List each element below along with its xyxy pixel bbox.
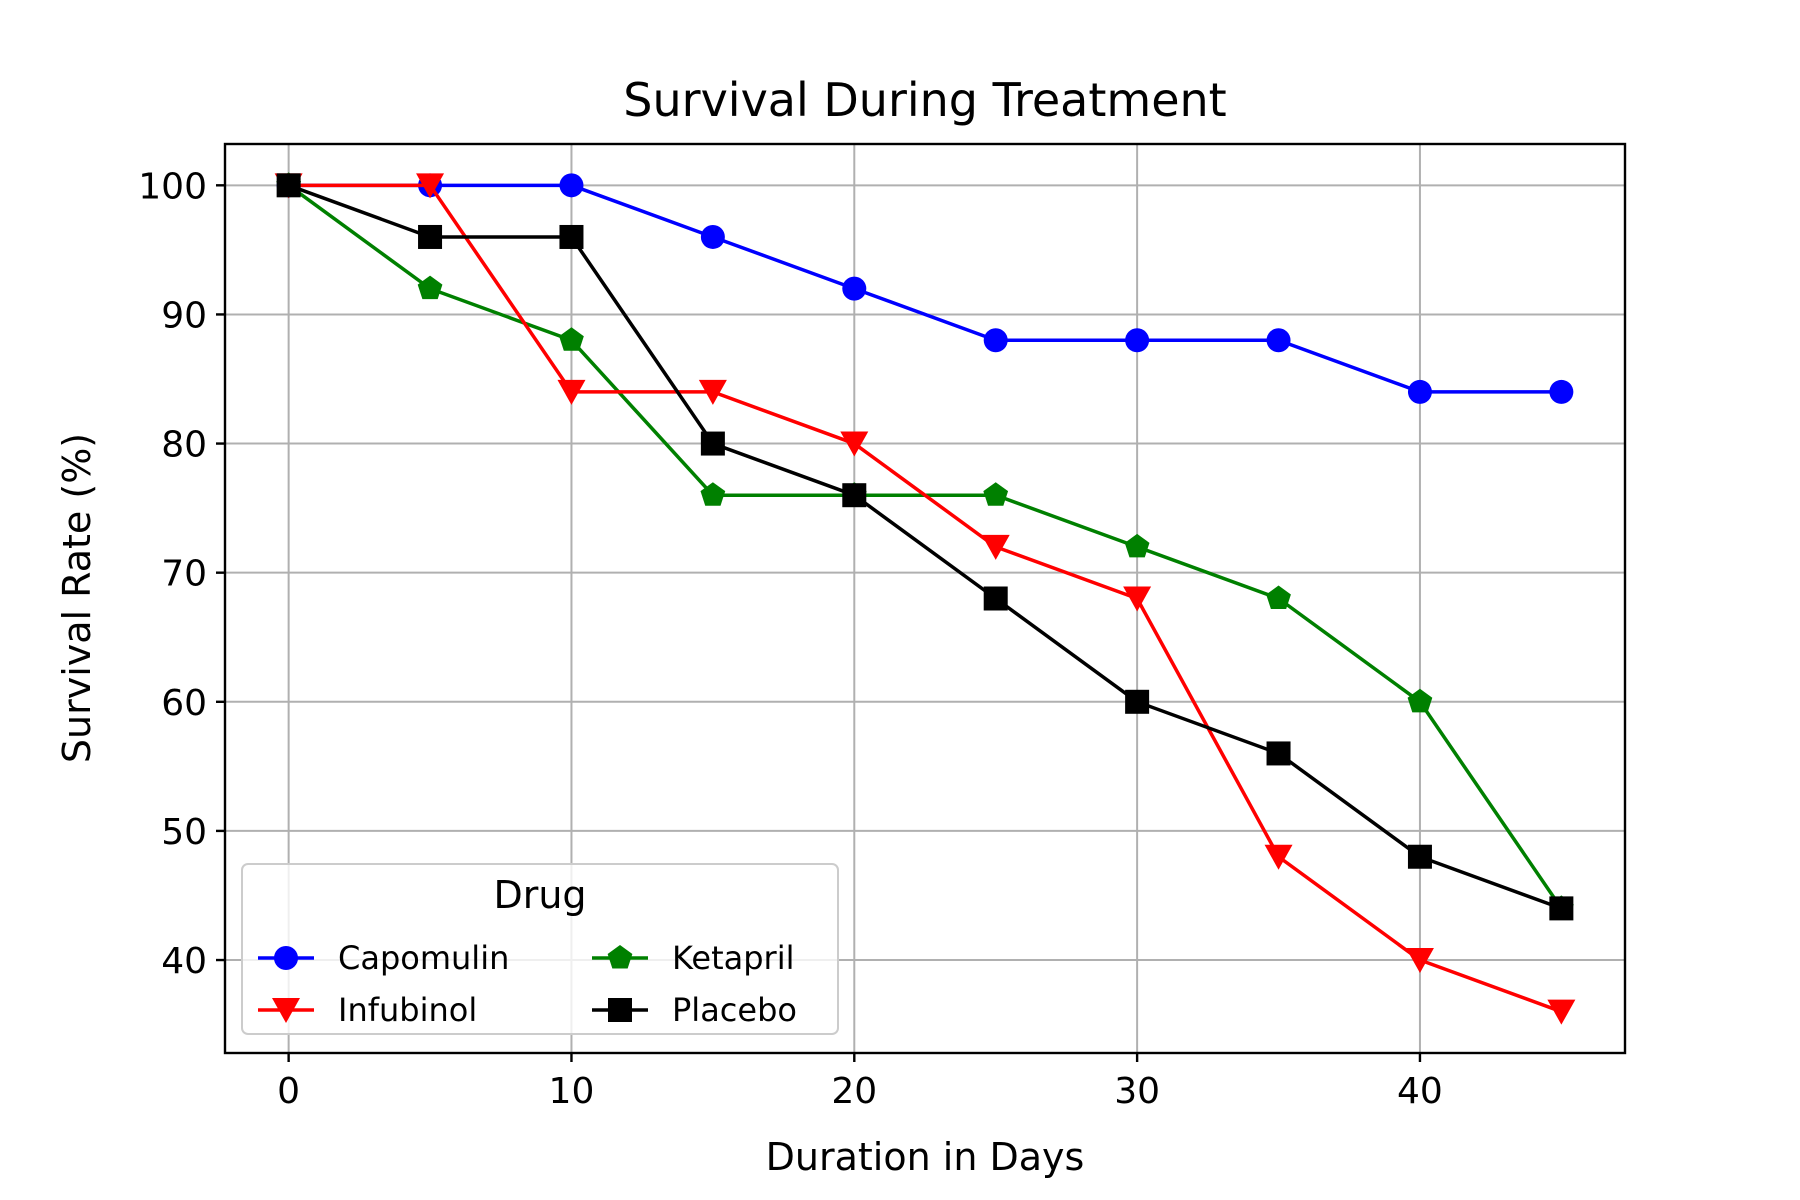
data-point-placebo (983, 586, 1008, 611)
data-point-ketapril (1407, 688, 1433, 713)
data-point-placebo (1407, 844, 1432, 869)
y-axis-label: Survival Rate (%) (55, 433, 99, 763)
data-point-ketapril (1124, 533, 1150, 558)
y-tick-label: 90 (161, 295, 207, 336)
x-tick-label: 10 (549, 1071, 595, 1112)
legend-entries: Capomulin Ketapril Infubinol Placebo (258, 939, 797, 1029)
legend-title: Drug (493, 873, 586, 917)
legend-label-ketapril: Ketapril (672, 939, 794, 977)
data-point-ketapril (700, 482, 726, 506)
series-placebo (276, 173, 1574, 921)
legend-entry-capomulin: Capomulin (258, 939, 509, 977)
data-point-ketapril (983, 482, 1009, 506)
data-point-infubinol (557, 379, 586, 405)
data-point-placebo (1125, 689, 1150, 714)
legend-label-capomulin: Capomulin (338, 939, 509, 977)
x-tick-label: 0 (277, 1071, 300, 1112)
x-tick-label: 40 (1397, 1071, 1443, 1112)
series-line-infubinol (288, 183, 1562, 1014)
x-tick-label: 20 (831, 1071, 877, 1112)
series-layer (274, 172, 1576, 1025)
data-point-infubinol (1547, 999, 1576, 1025)
data-point-capomulin (700, 224, 725, 249)
data-point-capomulin (1125, 328, 1150, 353)
y-tick-label: 80 (161, 425, 207, 466)
legend: Drug Capomulin Ketapril Infubinol Placebo (241, 863, 839, 1035)
legend-entry-infubinol: Infubinol (258, 991, 477, 1029)
plot-area-frame (223, 142, 1627, 1055)
data-point-capomulin (1549, 379, 1574, 404)
y-tick-label: 40 (161, 941, 207, 982)
legend-label-infubinol: Infubinol (338, 991, 477, 1029)
data-point-ketapril (417, 275, 443, 300)
x-axis-label: Duration in Days (766, 1135, 1085, 1179)
data-point-placebo (700, 431, 725, 456)
data-point-placebo (559, 224, 584, 249)
data-point-capomulin (983, 328, 1008, 353)
data-point-placebo (276, 173, 301, 198)
data-point-infubinol (698, 379, 727, 405)
legend-marker-infubinol (272, 998, 300, 1023)
data-point-infubinol (416, 173, 445, 199)
data-point-placebo (418, 224, 443, 249)
data-point-placebo (842, 483, 867, 508)
y-tick-label: 100 (138, 166, 207, 207)
x-tick-label: 30 (1114, 1071, 1160, 1112)
y-tick-label: 70 (161, 554, 207, 595)
legend-marker-ketapril (607, 945, 633, 969)
y-tick-label: 60 (161, 683, 207, 724)
legend-entry-placebo: Placebo (592, 991, 797, 1029)
legend-entry-ketapril: Ketapril (592, 939, 794, 977)
data-point-infubinol (981, 534, 1010, 560)
data-point-capomulin (1407, 379, 1432, 404)
legend-label-placebo: Placebo (672, 991, 797, 1029)
legend-marker-capomulin (274, 946, 298, 970)
legend-box (241, 863, 839, 1035)
data-point-infubinol (1123, 586, 1152, 612)
y-tick-label: 50 (161, 812, 207, 853)
data-point-capomulin (1266, 328, 1291, 353)
axis-ticks: 0 10 20 30 40 40 50 60 70 80 90 100 (138, 166, 1443, 1112)
data-point-infubinol (1264, 844, 1293, 870)
chart-title: Survival During Treatment (623, 73, 1226, 127)
data-point-ketapril (1266, 585, 1291, 610)
data-point-infubinol (1405, 948, 1434, 974)
data-point-ketapril (559, 327, 584, 351)
data-point-capomulin (559, 173, 584, 198)
legend-marker-placebo (608, 998, 632, 1022)
series-infubinol (274, 173, 1576, 1025)
data-point-placebo (1549, 896, 1574, 921)
data-point-capomulin (842, 276, 867, 301)
data-point-placebo (1266, 741, 1291, 766)
data-point-infubinol (840, 431, 869, 457)
series-line-placebo (288, 183, 1562, 911)
series-line-capomulin (288, 183, 1562, 394)
